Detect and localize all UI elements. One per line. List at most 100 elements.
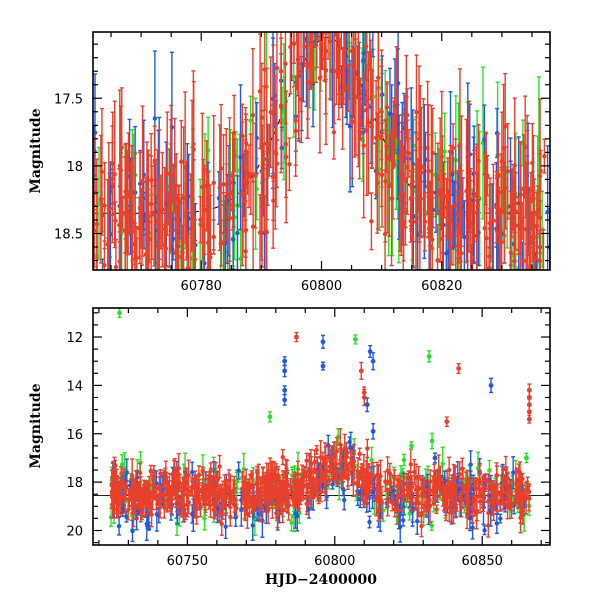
data-point [283,61,288,66]
data-point [523,226,529,232]
data-point [331,130,337,135]
data-point [408,499,414,504]
data-point [166,205,171,211]
data-point [375,170,380,176]
data-point [267,148,272,153]
data-point [534,289,538,293]
data-point [497,230,502,236]
data-point [526,250,532,255]
data-point [505,169,510,174]
data-point [421,165,426,170]
data-point [349,48,355,54]
data-point [379,109,384,114]
data-point [341,497,347,503]
data-point [176,239,181,244]
data-point [512,163,517,168]
data-point [232,153,237,158]
data-point [499,159,505,164]
data-point [302,44,307,49]
data-point [116,523,122,529]
data-point [327,39,333,44]
data-point [361,58,366,63]
data-point [499,240,504,245]
x-tick-label: 60800 [301,279,342,294]
data-point [264,230,269,235]
data-point [524,161,530,166]
data-point [102,203,107,208]
data-point [422,179,427,184]
data-point [151,212,157,217]
data-point [323,18,327,22]
data-point [339,17,343,21]
data-point [508,250,514,256]
data-point [149,177,154,183]
data-point [353,94,359,100]
zoom-ticks: 60780 60800 60820 17.5 18 18.5 [54,32,550,294]
data-point [400,517,406,523]
data-point [102,262,107,268]
data-point [106,287,110,291]
data-point [294,13,298,17]
data-point [494,204,499,210]
data-point [368,19,372,23]
data-point [246,174,252,179]
data-point [149,512,154,517]
data-point [367,519,372,525]
data-point [425,145,430,151]
data-point [165,171,170,176]
data-point [134,255,139,261]
data-point [482,226,487,231]
data-point [405,165,410,170]
data-point [250,523,255,528]
data-point [476,158,481,164]
zoom-panel: 60780 60800 60820 17.5 18 18.5 Magnitude [28,9,551,299]
data-point [188,226,194,232]
data-point [211,180,216,185]
data-point [358,104,363,109]
data-point [152,116,158,121]
data-point [336,45,341,51]
data-point [132,225,138,230]
data-point [274,161,280,166]
data-point [440,461,445,466]
data-point [288,484,293,489]
data-point [93,130,98,135]
data-point [409,484,415,490]
data-point [435,192,440,198]
data-point [332,68,337,74]
data-point [352,17,356,21]
zoom-y-axis-title: Magnitude [28,108,44,193]
data-point [472,193,477,199]
data-point [401,457,407,463]
data-point [494,521,500,526]
data-point [170,286,174,290]
data-point [230,173,235,178]
data-point [160,207,165,212]
data-point [234,505,239,511]
data-point [253,173,258,178]
data-point [191,147,196,152]
data-point [289,9,293,13]
data-point [250,112,256,118]
data-point [411,143,416,148]
data-point [241,466,246,472]
data-point [278,69,284,74]
data-point [145,295,149,299]
data-point [224,182,229,187]
data-point [100,213,105,218]
data-point [484,157,489,162]
data-point [110,505,115,510]
data-point [470,525,475,530]
data-point [522,144,528,150]
data-point [442,149,447,154]
data-point [106,206,112,212]
data-point [185,265,191,270]
data-point [262,67,267,72]
data-point [200,184,205,190]
data-point [415,518,420,524]
data-point [459,179,464,184]
data-point [470,254,475,260]
data-point [496,172,501,178]
data-point [498,516,503,521]
